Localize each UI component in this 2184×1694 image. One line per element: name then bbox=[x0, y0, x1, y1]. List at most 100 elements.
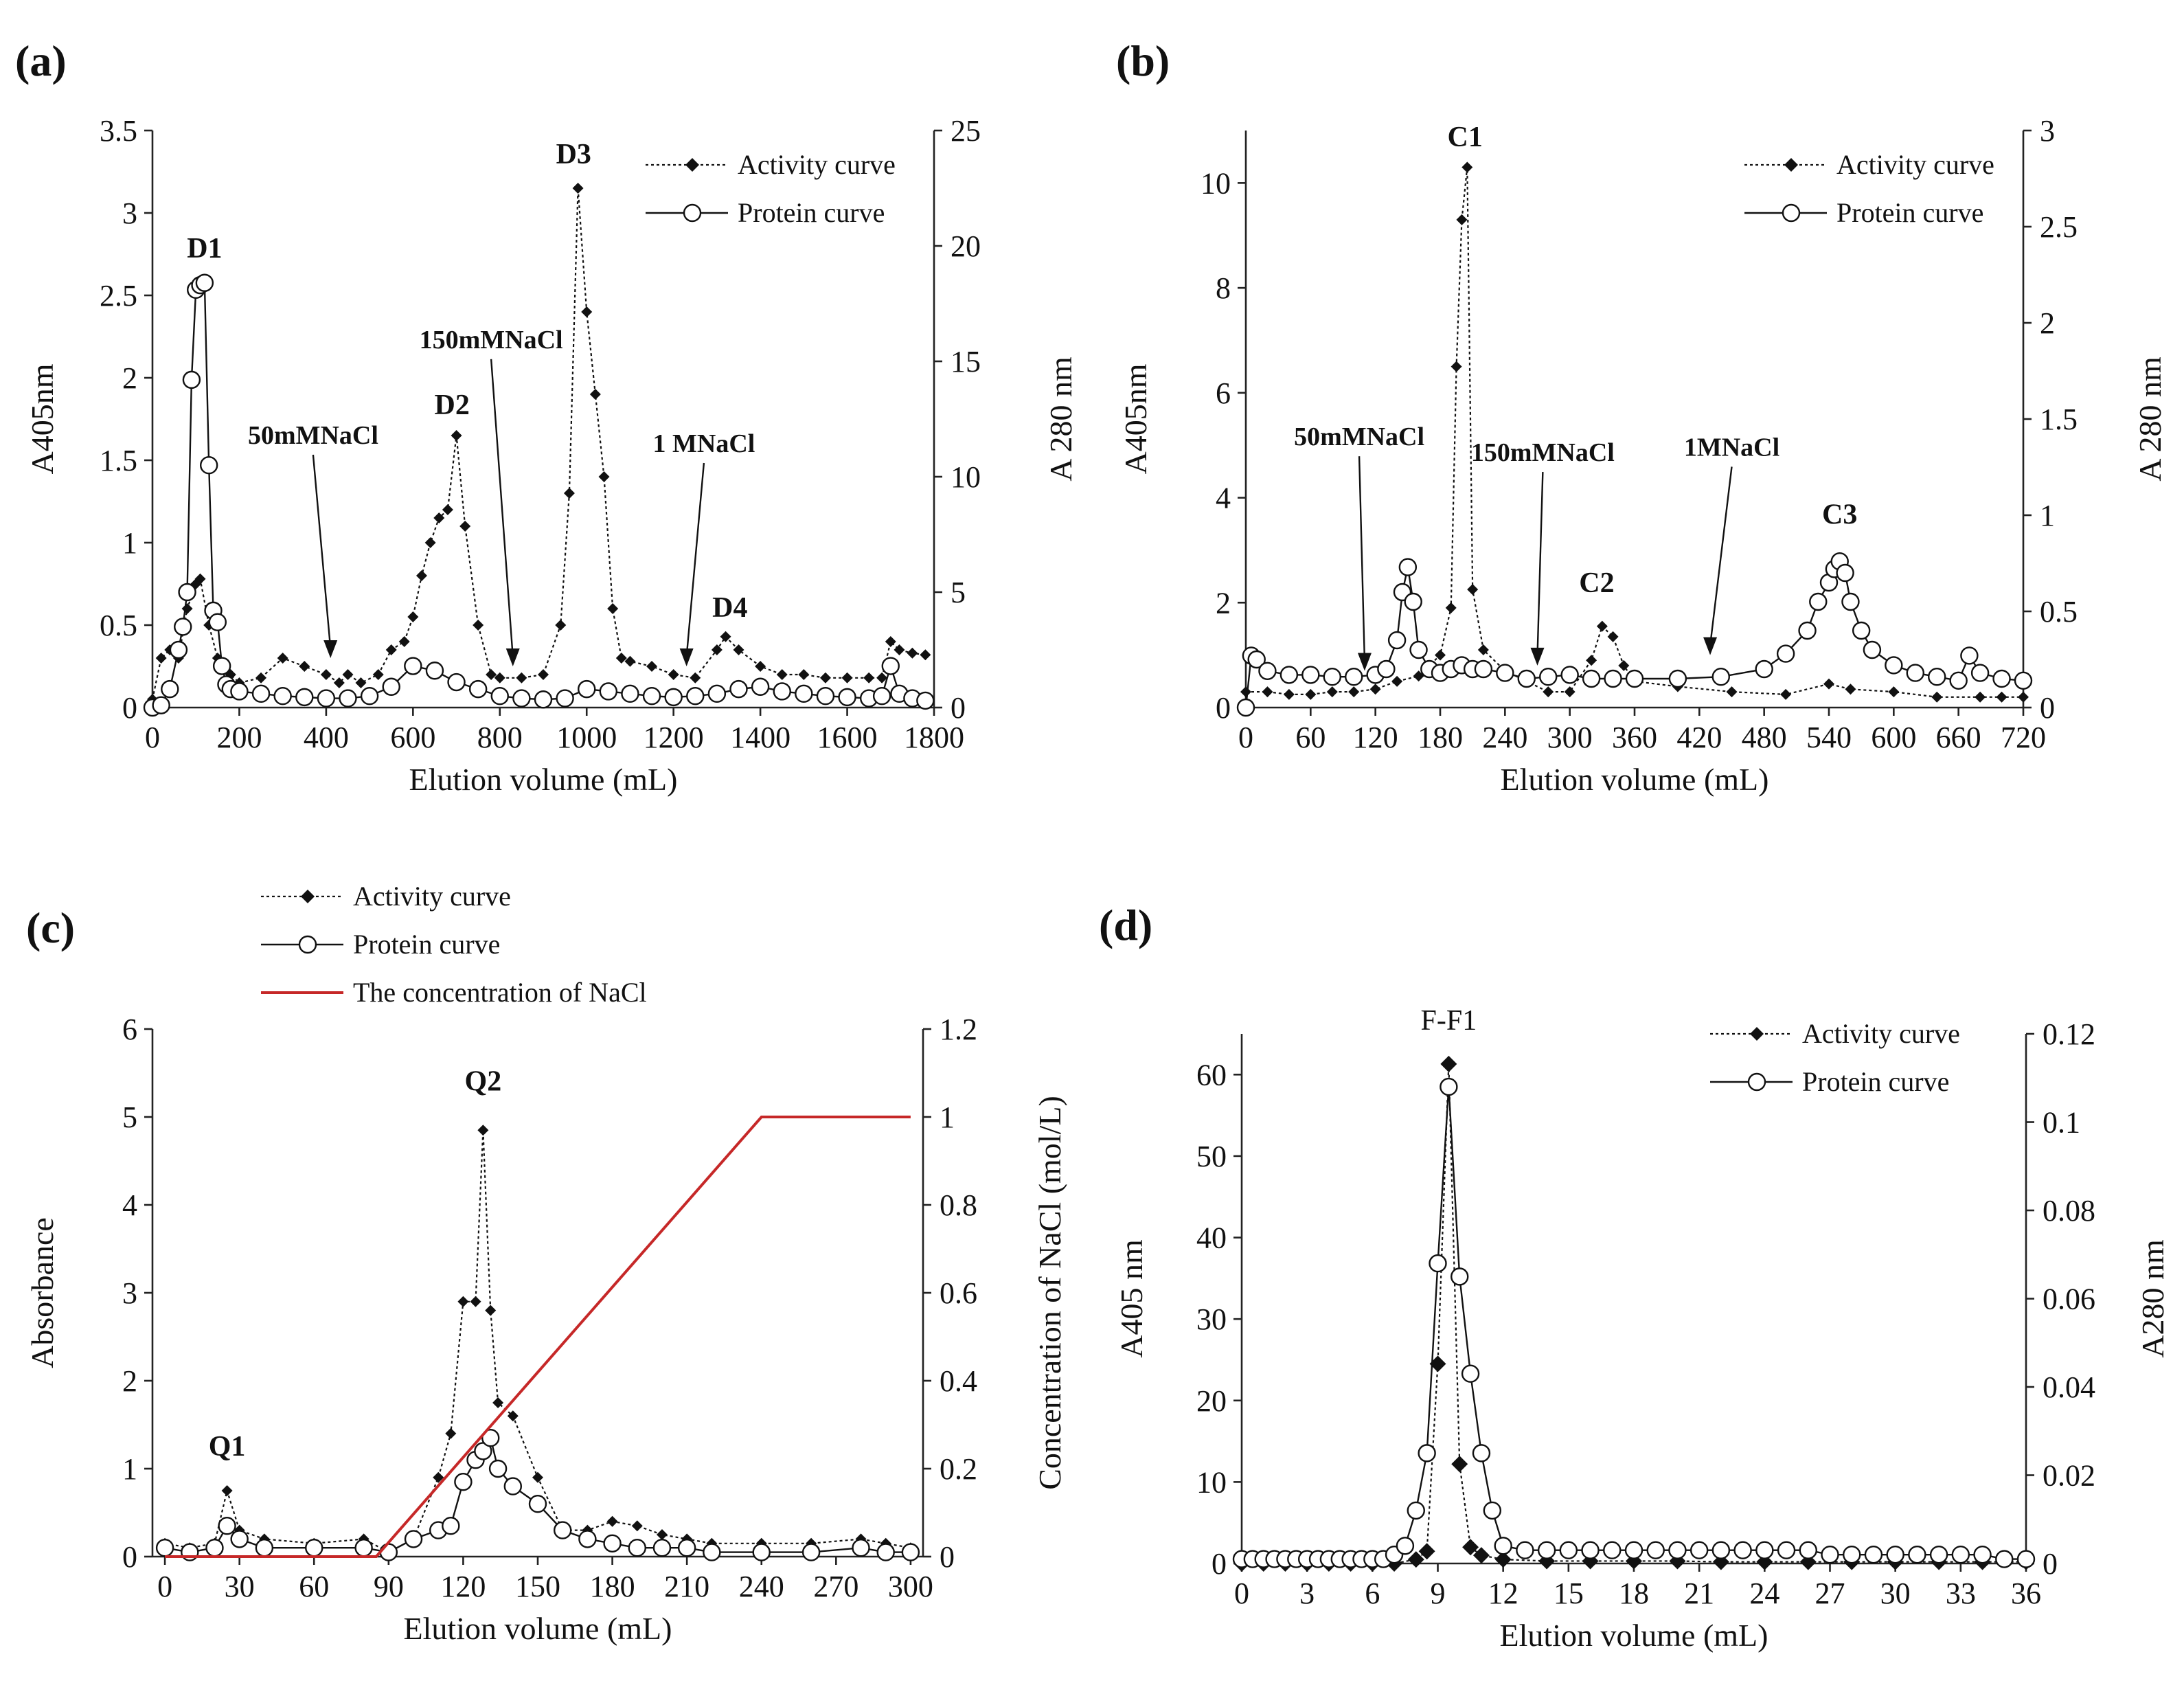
protein-point bbox=[1711, 1541, 1731, 1559]
protein-point bbox=[503, 1477, 523, 1495]
protein-point bbox=[382, 677, 400, 696]
x-tick-label: 600 bbox=[1871, 721, 1916, 754]
y2-tick-label: 0.4 bbox=[940, 1364, 977, 1398]
legend-label: Activity curve bbox=[353, 881, 511, 912]
activity-point bbox=[1283, 688, 1295, 700]
activity-point bbox=[1996, 691, 2007, 703]
x-tick-label: 36 bbox=[2011, 1577, 2041, 1610]
peak-label: D3 bbox=[556, 139, 591, 170]
peak-label: C3 bbox=[1822, 499, 1857, 531]
protein-point bbox=[1472, 1444, 1491, 1463]
y2-tick-label: 20 bbox=[951, 229, 981, 263]
legend-marker-circle bbox=[1747, 1072, 1766, 1092]
protein-point bbox=[1323, 668, 1341, 686]
x-tick-label: 300 bbox=[888, 1570, 933, 1603]
y2-tick-label: 15 bbox=[951, 345, 981, 379]
protein-point bbox=[152, 696, 170, 714]
y2-tick-label: 0.2 bbox=[940, 1452, 977, 1486]
x-axis-title: Elution volume (mL) bbox=[404, 1611, 672, 1646]
protein-point bbox=[182, 370, 201, 389]
y-tick-label: 60 bbox=[1196, 1058, 1227, 1092]
activity-curve-line bbox=[1242, 1063, 2026, 1565]
y-tick-label: 1 bbox=[122, 1452, 137, 1486]
y-tick-label: 0 bbox=[1212, 1547, 1227, 1581]
protein-point bbox=[534, 690, 553, 709]
activity-point bbox=[1462, 1539, 1479, 1556]
activity-point bbox=[841, 672, 853, 684]
protein-point bbox=[1474, 659, 1493, 679]
y-tick-label: 3.5 bbox=[100, 114, 137, 148]
peak-label: D1 bbox=[187, 233, 222, 264]
activity-point bbox=[1494, 1551, 1512, 1568]
protein-point bbox=[556, 689, 574, 708]
x-tick-label: 6 bbox=[1365, 1577, 1380, 1610]
peak-label: C1 bbox=[1447, 122, 1482, 153]
protein-point bbox=[1798, 621, 1817, 640]
protein-point bbox=[1841, 592, 1860, 611]
protein-point bbox=[1604, 669, 1622, 688]
protein-point bbox=[1755, 1541, 1774, 1559]
y2-tick-label: 0.04 bbox=[2043, 1370, 2095, 1404]
activity-point bbox=[1369, 684, 1381, 695]
protein-point bbox=[1559, 1541, 1578, 1559]
x-tick-label: 200 bbox=[216, 721, 262, 754]
protein-point bbox=[916, 691, 935, 710]
y-tick-label: 5 bbox=[122, 1100, 137, 1134]
protein-point bbox=[1863, 640, 1882, 659]
protein-point bbox=[230, 1530, 249, 1548]
protein-curve-line bbox=[1242, 1087, 2026, 1560]
protein-point bbox=[305, 1538, 323, 1557]
activity-point bbox=[1726, 686, 1738, 698]
y-tick-label: 2.5 bbox=[100, 279, 137, 313]
protein-point bbox=[1236, 698, 1255, 717]
activity-point bbox=[1888, 686, 1900, 698]
protein-point bbox=[1279, 666, 1299, 684]
y-tick-label: 2 bbox=[122, 361, 137, 395]
x-tick-label: 180 bbox=[590, 1570, 635, 1603]
x-tick-label: 1600 bbox=[817, 721, 878, 754]
x-tick-label: 360 bbox=[1612, 721, 1657, 754]
activity-point bbox=[433, 512, 445, 523]
protein-point bbox=[1776, 644, 1795, 663]
x-tick-label: 300 bbox=[1547, 721, 1593, 754]
protein-point bbox=[1516, 1541, 1534, 1559]
protein-point bbox=[1581, 1541, 1600, 1559]
nacl-step-label: 1 MNaCl bbox=[653, 429, 755, 458]
activity-point bbox=[333, 677, 345, 688]
x-tick-label: 3 bbox=[1299, 1577, 1315, 1610]
chart-panel-a: (a)0 200 400 600 800 1000 1200 1400 1600 180000.5… bbox=[15, 36, 1078, 797]
arrow-head bbox=[323, 640, 338, 658]
x-tick-label: 120 bbox=[1353, 721, 1398, 754]
protein-point bbox=[1995, 1550, 2014, 1568]
y2-tick-label: 1.5 bbox=[2040, 403, 2078, 436]
legend-marker-diamond bbox=[1750, 1027, 1764, 1041]
protein-point bbox=[838, 688, 856, 707]
protein-point bbox=[1440, 1077, 1458, 1096]
x-tick-label: 210 bbox=[664, 1570, 709, 1603]
activity-point bbox=[1435, 649, 1446, 661]
protein-point bbox=[195, 273, 214, 292]
activity-point bbox=[486, 669, 497, 680]
activity-point bbox=[516, 672, 527, 684]
protein-point bbox=[425, 662, 444, 680]
x-tick-label: 420 bbox=[1676, 721, 1722, 754]
x-tick-label: 27 bbox=[1815, 1577, 1845, 1610]
protein-point bbox=[603, 1534, 622, 1553]
activity-point bbox=[473, 620, 484, 631]
protein-point bbox=[795, 684, 813, 703]
y2-tick-label: 0.06 bbox=[2043, 1283, 2095, 1316]
x-axis-title: Elution volume (mL) bbox=[1501, 762, 1769, 797]
y-tick-label: 0 bbox=[122, 691, 137, 725]
y-tick-label: 6 bbox=[122, 1013, 137, 1046]
protein-point bbox=[2016, 1550, 2036, 1568]
panel-label: (a) bbox=[15, 36, 67, 85]
y-axis-title: A405 nm bbox=[1114, 1239, 1149, 1358]
activity-point bbox=[372, 669, 384, 680]
activity-point bbox=[1440, 1055, 1457, 1072]
x-tick-label: 21 bbox=[1684, 1577, 1714, 1610]
y2-tick-label: 25 bbox=[951, 114, 981, 148]
activity-point bbox=[385, 644, 397, 655]
protein-point bbox=[677, 1538, 696, 1557]
arrow-head bbox=[1530, 647, 1545, 666]
activity-point bbox=[690, 672, 701, 684]
